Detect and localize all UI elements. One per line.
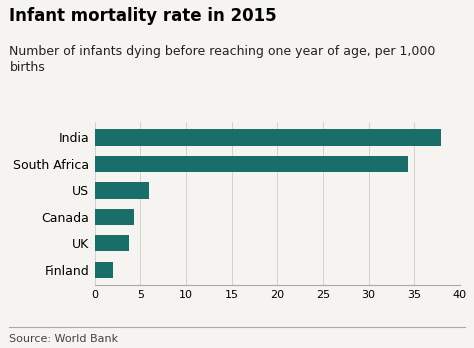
Bar (95, 182, 149, 199)
Bar (95, 156, 408, 172)
Text: Infant mortality rate in 2015: Infant mortality rate in 2015 (9, 7, 277, 25)
Bar (95, 261, 113, 278)
Bar (95, 235, 129, 252)
Text: Source: World Bank: Source: World Bank (9, 334, 119, 344)
Bar (95, 129, 441, 146)
Text: Number of infants dying before reaching one year of age, per 1,000
births: Number of infants dying before reaching … (9, 45, 436, 74)
Bar (95, 208, 134, 225)
